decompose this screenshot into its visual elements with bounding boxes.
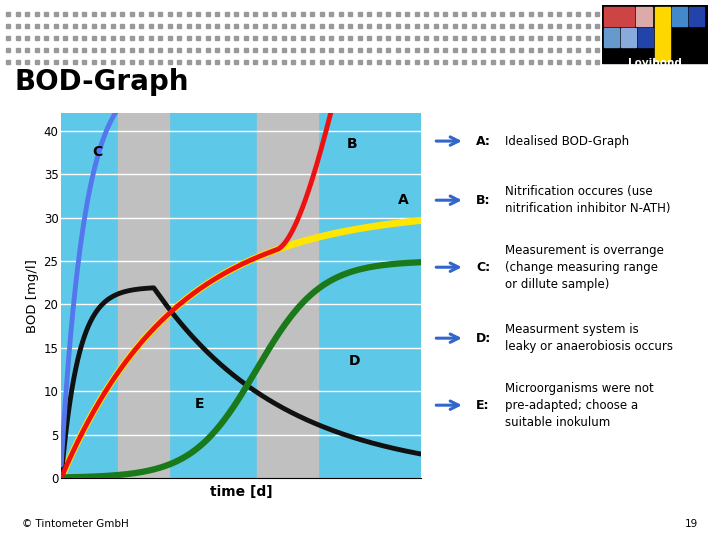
Bar [672, 6, 687, 25]
Bar [602, 5, 708, 63]
Bar [604, 28, 619, 47]
Bar [621, 28, 636, 47]
Text: B: B [346, 137, 357, 151]
Bar [118, 113, 169, 478]
Text: C:: C: [476, 261, 490, 274]
Bar [604, 6, 634, 25]
Text: C: C [92, 145, 102, 159]
Text: Nitrification occures (use
nitrification inhibitor N-ATH): Nitrification occures (use nitrification… [505, 185, 670, 215]
X-axis label: time [d]: time [d] [210, 485, 272, 499]
Y-axis label: BOD [mg/l]: BOD [mg/l] [27, 259, 40, 333]
Text: Microorganisms were not
pre-adapted; choose a
suitable inokulum: Microorganisms were not pre-adapted; cho… [505, 382, 653, 429]
Bar [689, 6, 704, 25]
Text: D: D [349, 354, 361, 368]
Text: B:: B: [476, 194, 490, 207]
Text: BOD-Graph: BOD-Graph [14, 69, 189, 96]
Text: Measurment system is
leaky or anaerobiosis occurs: Measurment system is leaky or anaerobios… [505, 323, 672, 353]
Text: A:: A: [476, 134, 491, 147]
Text: E: E [195, 397, 204, 411]
Text: 19: 19 [685, 519, 698, 529]
Text: A: A [398, 193, 409, 207]
Text: © Tintometer GmbH: © Tintometer GmbH [22, 519, 128, 529]
Text: Measurement is overrange
(change measuring range
or dillute sample): Measurement is overrange (change measuri… [505, 244, 663, 291]
Text: Idealised BOD-Graph: Idealised BOD-Graph [505, 134, 629, 147]
Bar [638, 28, 653, 47]
Text: Lovibond: Lovibond [629, 57, 682, 68]
Bar [636, 6, 652, 25]
Text: E:: E: [476, 399, 490, 411]
Bar [256, 113, 318, 478]
Bar [655, 6, 670, 60]
Text: D:: D: [476, 332, 491, 345]
